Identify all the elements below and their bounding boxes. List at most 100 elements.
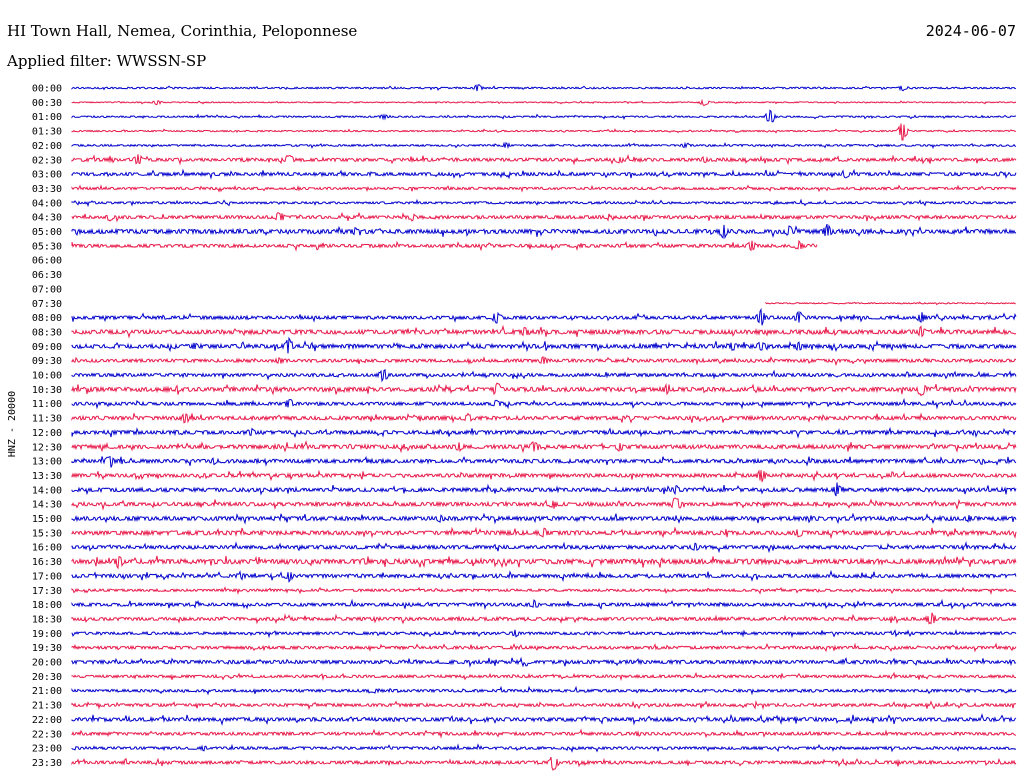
trace-row-1500 [71,512,1017,525]
filter-label: Applied filter: WWSSN-SP [6,52,206,70]
time-tick-0730: 07:30 [32,299,62,310]
trace-row-2300 [71,743,1017,753]
trace-row-1530 [71,526,1017,540]
time-tick-0300: 03:00 [32,170,62,181]
trace-row-1800 [71,598,1017,610]
trace-row-1830 [71,612,1017,625]
time-tick-1400: 14:00 [32,485,62,496]
trace-row-2100 [71,685,1017,696]
trace-row-0130 [71,123,1017,141]
time-tick-2300: 23:00 [32,744,62,755]
trace-row-0400 [71,198,1017,208]
time-tick-0630: 06:30 [32,270,62,281]
trace-row-0800 [71,307,1017,326]
trace-row-2330 [71,756,1017,771]
time-tick-1830: 18:30 [32,614,62,625]
time-tick-0900: 09:00 [32,342,62,353]
trace-row-1400 [71,482,1017,497]
trace-row-0030 [71,98,1017,107]
time-tick-0530: 05:30 [32,241,62,252]
date-label: 2024-06-07 [926,22,1016,40]
time-tick-2000: 20:00 [32,658,62,669]
time-tick-0400: 04:00 [32,198,62,209]
time-tick-0130: 01:30 [32,127,62,138]
trace-row-1730 [71,586,1017,595]
trace-row-0730 [765,301,1016,306]
trace-row-0000 [71,84,1017,92]
time-tick-0330: 03:30 [32,184,62,195]
time-tick-0700: 07:00 [32,284,62,295]
trace-row-1430 [71,497,1017,511]
time-tick-0230: 02:30 [32,155,62,166]
trace-row-0500 [71,223,1017,240]
trace-row-1130 [71,412,1017,424]
trace-row-0300 [71,168,1017,180]
trace-row-1200 [71,426,1017,439]
time-tick-1700: 17:00 [32,571,62,582]
trace-row-2230 [71,728,1017,739]
time-tick-0000: 00:00 [32,84,62,95]
trace-row-0900 [71,336,1017,354]
trace-row-1700 [71,569,1017,583]
trace-row-1930 [71,642,1017,653]
time-tick-1100: 11:00 [32,399,62,410]
y-axis-label: HNZ - 20000 [7,391,18,457]
time-tick-2100: 21:00 [32,686,62,697]
trace-row-1230 [71,440,1017,454]
trace-row-0330 [71,184,1017,193]
trace-row-2200 [71,713,1017,726]
time-tick-2130: 21:30 [32,701,62,712]
time-tick-1600: 16:00 [32,543,62,554]
trace-row-1330 [71,469,1017,482]
time-tick-1530: 15:30 [32,528,62,539]
trace-row-0830 [71,324,1017,339]
time-tick-0600: 06:00 [32,256,62,267]
time-tick-0830: 08:30 [32,327,62,338]
trace-row-2130 [71,700,1017,711]
time-tick-1430: 14:30 [32,500,62,511]
time-tick-1630: 16:30 [32,557,62,568]
time-tick-1230: 12:30 [32,442,62,453]
time-tick-0500: 05:00 [32,227,62,238]
trace-row-0930 [71,355,1017,367]
time-tick-1200: 12:00 [32,428,62,439]
trace-row-0530 [71,239,818,252]
time-tick-1000: 10:00 [32,371,62,382]
trace-row-1300 [71,455,1017,468]
trace-row-0230 [71,154,1017,166]
time-tick-1500: 15:00 [32,514,62,525]
time-tick-1030: 10:30 [32,385,62,396]
trace-row-2000 [71,656,1017,668]
time-tick-1330: 13:30 [32,471,62,482]
time-tick-1130: 11:30 [32,414,62,425]
time-tick-1300: 13:00 [32,457,62,468]
station-title: HI Town Hall, Nemea, Corinthia, Peloponn… [7,22,357,40]
time-tick-1930: 19:30 [32,643,62,654]
trace-row-2030 [71,671,1017,682]
trace-row-1030 [71,382,1017,397]
time-tick-0100: 01:00 [32,112,62,123]
trace-row-1900 [71,628,1017,639]
trace-row-0100 [71,109,1017,123]
time-tick-2230: 22:30 [32,729,62,740]
trace-row-1630 [71,555,1017,570]
time-tick-labels: 00:00 00:30 01:00 01:30 02:00 02:30 03:00 03:30… [32,84,62,769]
time-tick-0800: 08:00 [32,313,62,324]
time-tick-0200: 02:00 [32,141,62,152]
time-tick-1900: 19:00 [32,629,62,640]
trace-row-1000 [71,368,1017,383]
time-tick-1800: 18:00 [32,600,62,611]
time-tick-0930: 09:30 [32,356,62,367]
trace-row-0200 [71,141,1017,150]
time-tick-0430: 04:30 [32,213,62,224]
trace-row-0430 [71,211,1017,223]
time-tick-1730: 17:30 [32,586,62,597]
trace-row-1600 [71,541,1017,554]
seismic-traces [71,84,1017,771]
time-tick-2330: 23:30 [32,758,62,769]
trace-row-1100 [71,397,1017,410]
time-tick-2200: 22:00 [32,715,62,726]
time-tick-0030: 00:30 [32,98,62,109]
time-tick-2030: 20:30 [32,672,62,683]
